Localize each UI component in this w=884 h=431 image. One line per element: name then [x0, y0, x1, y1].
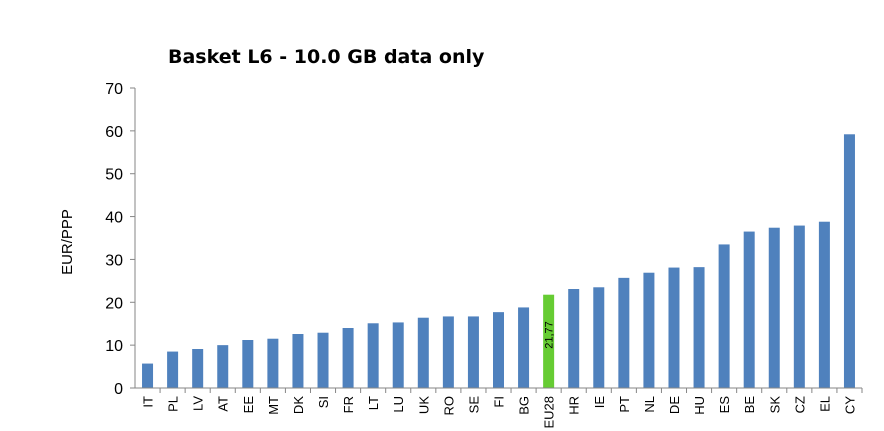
x-tick-label-nl: NL [642, 396, 657, 413]
bar-uk [417, 317, 429, 388]
x-tick-label-lt: LT [366, 396, 381, 410]
bars: 21,77 [142, 134, 855, 388]
y-tick-label: 60 [105, 124, 123, 141]
x-tick-label-dk: DK [291, 396, 306, 414]
y-tick-label: 10 [105, 338, 123, 355]
data-label-eu28: 21,77 [544, 321, 556, 349]
bar-ie [593, 287, 605, 388]
bar-bg [518, 307, 530, 388]
x-tick-label-at: AT [216, 396, 231, 412]
bar-el [818, 221, 830, 388]
x-tick-label-hr: HR [567, 396, 582, 415]
x-tick-label-es: ES [717, 396, 732, 414]
bar-sk [768, 227, 780, 388]
x-tick-label-pt: PT [617, 396, 632, 413]
bar-lt [367, 323, 379, 388]
bar-hu [693, 267, 705, 388]
bar-si [317, 332, 329, 388]
bar-pl [167, 351, 179, 388]
x-tick-label-pl: PL [166, 396, 181, 412]
x-tick-label-hu: HU [692, 396, 707, 415]
chart-title: Basket L6 - 10.0 GB data only [168, 46, 485, 68]
bar-fr [342, 328, 354, 388]
bar-de [668, 267, 680, 388]
y-axis: 0 10 20 30 40 50 60 70 [105, 81, 135, 398]
x-tick-label-ro: RO [441, 396, 456, 416]
y-tick-label: 70 [105, 81, 123, 98]
bar-mt [267, 338, 279, 388]
bar-cz [793, 225, 805, 388]
x-tick-label-se: SE [466, 396, 481, 414]
bar-pt [618, 277, 630, 388]
bar-ro [442, 316, 454, 388]
bar-at [217, 345, 229, 388]
x-tick-label-be: BE [742, 396, 757, 414]
x-tick-label-lu: LU [391, 396, 406, 413]
y-tick-label: 0 [114, 381, 123, 398]
x-tick-label-bg: BG [517, 396, 532, 415]
bar-lu [392, 322, 404, 388]
x-tick-label-cz: CZ [792, 396, 807, 413]
y-tick-label: 40 [105, 210, 123, 227]
x-tick-label-mt: MT [266, 396, 281, 415]
x-tick-label-uk: UK [416, 396, 431, 414]
x-tick-label-fi: FI [492, 396, 507, 408]
bar-cy [843, 134, 855, 388]
x-tick-label-ie: IE [592, 396, 607, 409]
x-tick-label-ee: EE [241, 396, 256, 414]
bar-it [142, 363, 154, 388]
y-axis-label: EUR/PPP [59, 209, 76, 275]
bar-es [718, 244, 730, 388]
y-tick-label: 20 [105, 295, 123, 312]
bar-se [467, 316, 479, 388]
x-axis: IT PL LV AT EE MT DK SI FR LT LU UK RO SE FI BG EU28 HR IE… [141, 388, 863, 429]
bar-ee [242, 340, 254, 388]
bar-dk [292, 334, 304, 388]
x-tick-label-sk: SK [767, 396, 782, 414]
x-tick-label-eu28: EU28 [542, 396, 557, 429]
bar-nl [643, 272, 655, 388]
bar-be [743, 231, 755, 388]
x-tick-label-cy: CY [842, 396, 857, 414]
x-tick-label-fr: FR [341, 396, 356, 413]
x-tick-label-it: IT [141, 396, 156, 408]
x-tick-label-lv: LV [191, 396, 206, 411]
y-tick-label: 50 [105, 167, 123, 184]
y-tick-label: 30 [105, 252, 123, 269]
bar-hr [568, 289, 580, 388]
x-tick-label-de: DE [667, 396, 682, 414]
x-tick-label-si: SI [316, 396, 331, 408]
x-tick-label-el: EL [817, 396, 832, 412]
bar-fi [493, 312, 504, 388]
bar-lv [192, 349, 204, 388]
bar-eu28 [543, 294, 555, 388]
